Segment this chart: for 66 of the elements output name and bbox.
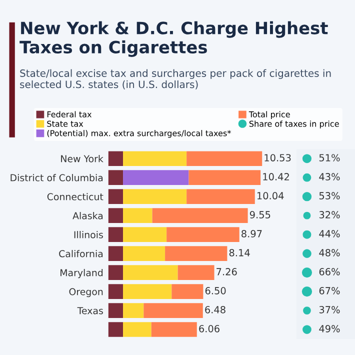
y-tick-label: Oregon	[69, 288, 103, 298]
bar	[123, 208, 152, 223]
bar	[123, 303, 144, 318]
bar	[123, 284, 172, 299]
bar	[152, 208, 248, 223]
annotation: 8.97	[242, 230, 262, 238]
bar	[108, 322, 124, 337]
annotation: 8.14	[229, 249, 250, 256]
bar	[108, 284, 124, 299]
data-label: 67%	[319, 287, 340, 294]
bar	[108, 227, 124, 242]
bar	[108, 265, 124, 280]
data-label: 48%	[319, 249, 340, 256]
bar	[186, 151, 262, 166]
bar	[166, 227, 240, 242]
bar	[108, 189, 124, 204]
bar	[123, 227, 167, 242]
bar	[165, 246, 228, 261]
data-label: 49%	[319, 324, 340, 332]
chart-title: New York & D.C. Charge Highest Taxes on Cigarettes	[20, 21, 328, 57]
legend-label: Total price	[248, 111, 290, 119]
y-tick-label: Maryland	[60, 268, 103, 278]
bar	[123, 246, 166, 261]
y-tick-label: Alaska	[72, 212, 103, 220]
bar	[108, 303, 124, 318]
legend-label: State tax	[47, 120, 84, 127]
y-tick-label: Connecticut	[47, 192, 104, 200]
bar	[108, 151, 124, 166]
bar	[151, 322, 197, 337]
y-tick-label: California	[59, 250, 103, 258]
data-label: 53%	[319, 192, 340, 200]
data-label: 51%	[319, 154, 340, 162]
annotation: 6.06	[199, 324, 220, 332]
annotation: 6.48	[205, 306, 226, 314]
bar	[123, 170, 189, 185]
y-tick-label: District of Columbia	[10, 174, 103, 182]
bar	[108, 208, 124, 223]
y-tick-label: New York	[61, 155, 104, 162]
bar	[123, 265, 178, 280]
annotation: 9.55	[250, 211, 270, 218]
bar	[144, 303, 203, 318]
annotation: 10.42	[263, 173, 289, 180]
annotation: 7.26	[216, 268, 237, 276]
data-label: 44%	[319, 230, 340, 238]
legend-label: Federal tax	[47, 111, 92, 118]
data-label: 66%	[319, 268, 340, 276]
data-label: 32%	[319, 211, 340, 218]
bar	[188, 170, 261, 185]
y-tick-label: Texas	[77, 307, 103, 314]
y-tick-label: Illinois	[74, 230, 103, 238]
data-label: 43%	[319, 173, 340, 180]
annotation: 10.53	[264, 154, 291, 162]
data-label: 37%	[319, 306, 340, 314]
bar	[123, 189, 187, 204]
annotation: 6.50	[205, 287, 226, 294]
bar	[172, 284, 204, 299]
bar	[178, 265, 214, 280]
bar	[108, 246, 124, 261]
chart-subtitle: State/local excise tax and surcharges per pack of cigarettes in selected U.S. states (in U.S. dollars)	[20, 69, 331, 90]
bar	[123, 151, 187, 166]
bar	[108, 170, 124, 185]
legend-label: (Potential) max. extra surcharges/local taxes*	[47, 130, 231, 138]
legend-label: Share of taxes in price	[249, 120, 339, 128]
bar	[186, 189, 255, 204]
bar	[123, 322, 152, 337]
annotation: 10.04	[257, 192, 284, 200]
